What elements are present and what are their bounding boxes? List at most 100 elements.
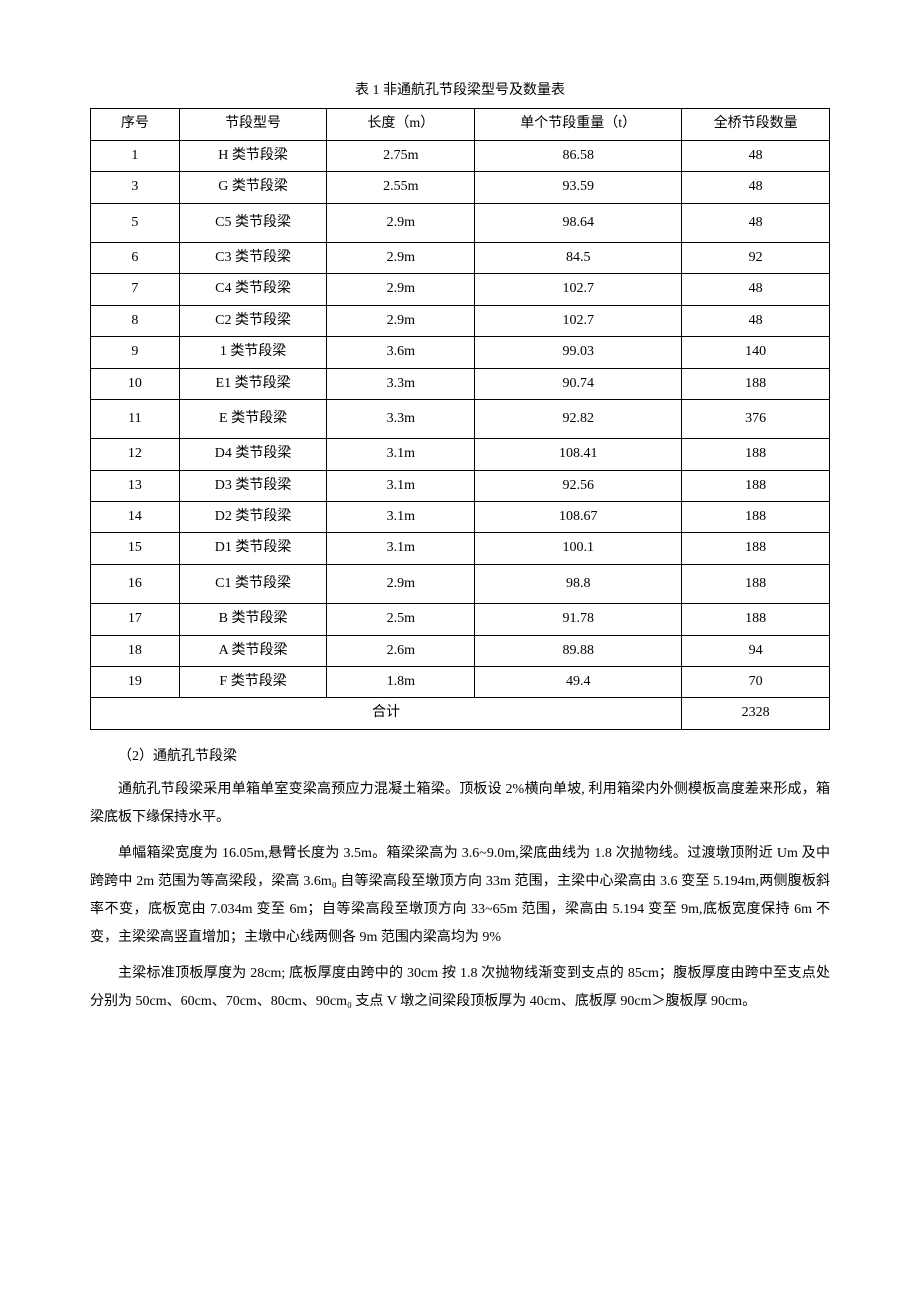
cell-model: C1 类节段梁	[179, 564, 327, 603]
footer-label: 合计	[91, 698, 682, 729]
cell-model: A 类节段梁	[179, 635, 327, 666]
cell-model: D4 类节段梁	[179, 439, 327, 470]
cell-qty: 70	[682, 667, 830, 698]
cell-no: 14	[91, 502, 180, 533]
cell-weight: 92.56	[475, 470, 682, 501]
cell-no: 15	[91, 533, 180, 564]
cell-no: 3	[91, 172, 180, 203]
table-title: 表 1 非通航孔节段梁型号及数量表	[90, 80, 830, 102]
cell-weight: 108.41	[475, 439, 682, 470]
cell-model: C5 类节段梁	[179, 203, 327, 242]
table-row: 14D2 类节段梁3.1m108.67188	[91, 502, 830, 533]
footer-total: 2328	[682, 698, 830, 729]
col-length: 长度（m）	[327, 109, 475, 140]
cell-qty: 94	[682, 635, 830, 666]
cell-weight: 89.88	[475, 635, 682, 666]
cell-length: 2.9m	[327, 242, 475, 273]
table-row: 16C1 类节段梁2.9m98.8188	[91, 564, 830, 603]
cell-model: E 类节段梁	[179, 399, 327, 438]
cell-no: 12	[91, 439, 180, 470]
segment-table: 序号 节段型号 长度（m） 单个节段重量（t） 全桥节段数量 1H 类节段梁2.…	[90, 108, 830, 729]
cell-length: 3.1m	[327, 533, 475, 564]
cell-qty: 188	[682, 502, 830, 533]
cell-weight: 98.8	[475, 564, 682, 603]
cell-length: 2.9m	[327, 203, 475, 242]
cell-length: 2.9m	[327, 274, 475, 305]
table-row: 19F 类节段梁1.8m49.470	[91, 667, 830, 698]
cell-weight: 99.03	[475, 337, 682, 368]
cell-model: C2 类节段梁	[179, 305, 327, 336]
cell-qty: 92	[682, 242, 830, 273]
cell-weight: 86.58	[475, 140, 682, 171]
cell-model: D3 类节段梁	[179, 470, 327, 501]
table-row: 13D3 类节段梁3.1m92.56188	[91, 470, 830, 501]
table-row: 8C2 类节段梁2.9m102.748	[91, 305, 830, 336]
cell-model: D1 类节段梁	[179, 533, 327, 564]
cell-no: 19	[91, 667, 180, 698]
cell-length: 3.3m	[327, 399, 475, 438]
table-row: 12D4 类节段梁3.1m108.41188	[91, 439, 830, 470]
cell-no: 13	[91, 470, 180, 501]
cell-weight: 90.74	[475, 368, 682, 399]
cell-length: 2.9m	[327, 564, 475, 603]
cell-model: 1 类节段梁	[179, 337, 327, 368]
table-row: 5C5 类节段梁2.9m98.6448	[91, 203, 830, 242]
cell-weight: 49.4	[475, 667, 682, 698]
table-row: 18A 类节段梁2.6m89.8894	[91, 635, 830, 666]
cell-weight: 102.7	[475, 274, 682, 305]
table-row: 7C4 类节段梁2.9m102.748	[91, 274, 830, 305]
cell-length: 2.6m	[327, 635, 475, 666]
cell-weight: 84.5	[475, 242, 682, 273]
cell-model: H 类节段梁	[179, 140, 327, 171]
table-row: 3G 类节段梁2.55m93.5948	[91, 172, 830, 203]
paragraph-2: 单幅箱梁宽度为 16.05m,悬臂长度为 3.5m。箱梁梁高为 3.6~9.0m…	[90, 840, 830, 952]
cell-length: 2.5m	[327, 604, 475, 635]
table-footer-row: 合计 2328	[91, 698, 830, 729]
cell-model: F 类节段梁	[179, 667, 327, 698]
cell-no: 1	[91, 140, 180, 171]
cell-model: C4 类节段梁	[179, 274, 327, 305]
cell-weight: 102.7	[475, 305, 682, 336]
cell-qty: 188	[682, 439, 830, 470]
col-qty: 全桥节段数量	[682, 109, 830, 140]
cell-qty: 48	[682, 274, 830, 305]
cell-qty: 376	[682, 399, 830, 438]
table-row: 15D1 类节段梁3.1m100.1188	[91, 533, 830, 564]
cell-no: 10	[91, 368, 180, 399]
cell-model: G 类节段梁	[179, 172, 327, 203]
cell-model: B 类节段梁	[179, 604, 327, 635]
table-row: 11E 类节段梁3.3m92.82376	[91, 399, 830, 438]
cell-weight: 91.78	[475, 604, 682, 635]
table-row: 1H 类节段梁2.75m86.5848	[91, 140, 830, 171]
cell-no: 11	[91, 399, 180, 438]
cell-no: 5	[91, 203, 180, 242]
cell-length: 3.3m	[327, 368, 475, 399]
cell-no: 7	[91, 274, 180, 305]
cell-qty: 48	[682, 305, 830, 336]
cell-qty: 188	[682, 470, 830, 501]
cell-qty: 188	[682, 564, 830, 603]
cell-length: 2.9m	[327, 305, 475, 336]
table-header-row: 序号 节段型号 长度（m） 单个节段重量（t） 全桥节段数量	[91, 109, 830, 140]
cell-weight: 100.1	[475, 533, 682, 564]
cell-no: 18	[91, 635, 180, 666]
section-heading: （2）通航孔节段梁	[90, 746, 830, 768]
cell-qty: 188	[682, 368, 830, 399]
table-row: 10E1 类节段梁3.3m90.74188	[91, 368, 830, 399]
cell-qty: 48	[682, 172, 830, 203]
table-row: 6C3 类节段梁2.9m84.592	[91, 242, 830, 273]
cell-qty: 48	[682, 140, 830, 171]
table-row: 17B 类节段梁2.5m91.78188	[91, 604, 830, 635]
cell-qty: 188	[682, 604, 830, 635]
cell-length: 2.75m	[327, 140, 475, 171]
cell-length: 3.1m	[327, 502, 475, 533]
col-weight: 单个节段重量（t）	[475, 109, 682, 140]
cell-no: 16	[91, 564, 180, 603]
cell-length: 2.55m	[327, 172, 475, 203]
cell-length: 1.8m	[327, 667, 475, 698]
cell-qty: 48	[682, 203, 830, 242]
table-row: 91 类节段梁3.6m99.03140	[91, 337, 830, 368]
col-model: 节段型号	[179, 109, 327, 140]
paragraph-3: 主梁标准顶板厚度为 28cm; 底板厚度由跨中的 30cm 按 1.8 次抛物线…	[90, 960, 830, 1016]
cell-no: 8	[91, 305, 180, 336]
